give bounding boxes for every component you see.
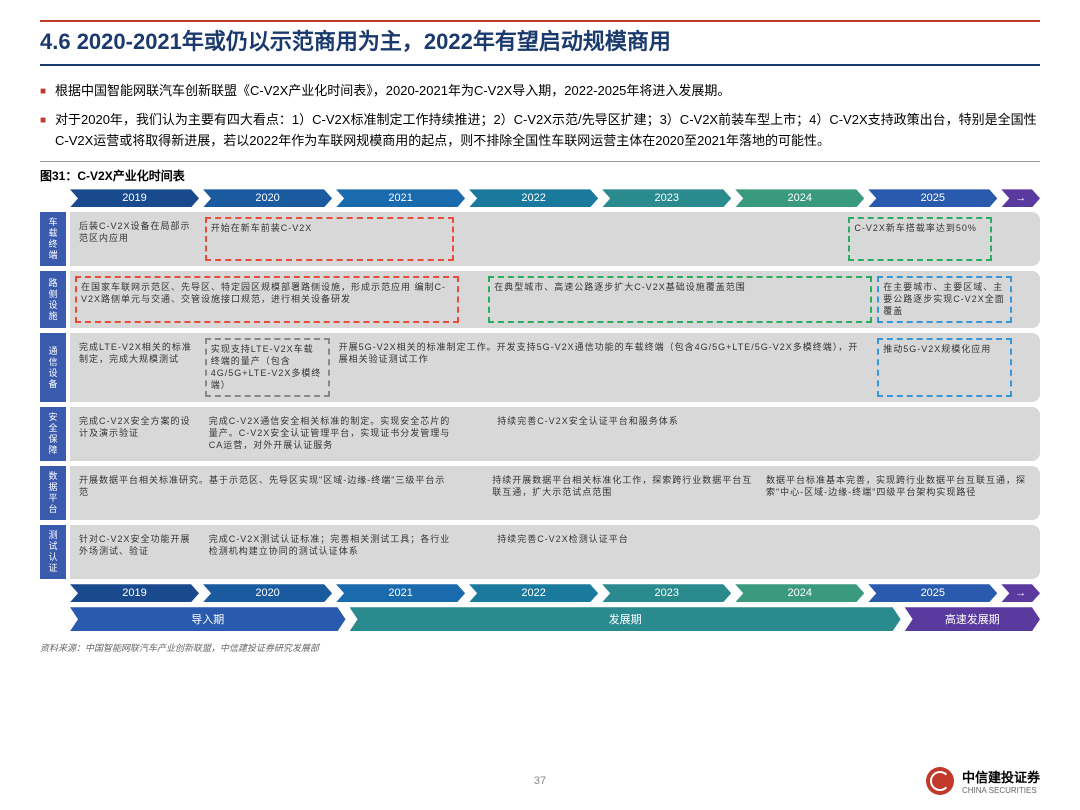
year-header: 2021 [336,584,465,602]
timeline-cell: 数据平台标准基本完善，实现跨行业数据平台互联互通，探索"中心-区域-边缘-终端"… [762,471,1031,515]
timeline-cell: 实现支持LTE-V2X车载终端的量产（包含4G/5G+LTE-V2X多模终端） [205,338,330,397]
year-header: 2022 [469,189,598,207]
timeline-cell: 完成C-V2X通信安全相关标准的制定。实现安全芯片的量产。C-V2X安全认证管理… [205,412,455,456]
timeline-cell [464,276,483,323]
track-row: 通信设备完成LTE-V2X相关的标准制定，完成大规模测试实现支持LTE-V2X车… [40,333,1040,402]
timeline-cell [464,471,483,515]
track-label: 数据平台 [40,466,66,520]
track-label: 通信设备 [40,333,66,402]
year-header: 2019 [70,189,199,207]
phase-label: 导入期 [70,607,346,631]
track-label: 车载终端 [40,212,66,266]
timeline-cell: 完成C-V2X安全方案的设计及演示验证 [75,412,200,456]
year-header: → [1001,584,1040,602]
timeline-cell: 针对C-V2X安全功能开展外场测试、验证 [75,530,200,574]
timeline-chart: 2019202020212022202320242025→ 车载终端后装C-V2… [40,189,1040,631]
year-header: 2025 [868,584,997,602]
timeline-cell: 完成C-V2X测试认证标准；完善相关测试工具；各行业检测机构建立协同的测试认证体… [205,530,455,574]
footer: 37 中信建投证券 CHINA SECURITIES [0,767,1080,795]
track-label: 路侧设施 [40,271,66,328]
year-header: 2020 [203,584,332,602]
timeline-cell: 持续完善C-V2X检测认证平台 [493,530,1011,574]
logo: 中信建投证券 CHINA SECURITIES [926,767,1040,795]
chart-title: 图31：C-V2X产业化时间表 [40,161,1040,184]
timeline-cell: 持续完善C-V2X安全认证平台和服务体系 [493,412,1011,456]
timeline-cell [459,412,488,456]
year-header: 2023 [602,584,731,602]
year-header: 2019 [70,584,199,602]
timeline-cell: 后装C-V2X设备在局部示范区内应用 [75,217,200,261]
timeline-cell [459,530,488,574]
year-header: 2024 [735,189,864,207]
phase-label: 高速发展期 [905,607,1040,631]
track-row: 安全保障完成C-V2X安全方案的设计及演示验证完成C-V2X通信安全相关标准的制… [40,407,1040,461]
track-row: 路侧设施在国家车联网示范区、先导区、特定园区规模部署路侧设施，形成示范应用 编制… [40,271,1040,328]
track-row: 车载终端后装C-V2X设备在局部示范区内应用开始在新车前装C-V2X C-V2X新… [40,212,1040,266]
timeline-cell: 开展数据平台相关标准研究。基于示范区、先导区实现"区域-边缘-终端"三级平台示范 [75,471,459,515]
timeline-cell: 在典型城市、高速公路逐步扩大C-V2X基础设施覆盖范围 [488,276,872,323]
year-header: 2023 [602,189,731,207]
phase-label: 发展期 [350,607,901,631]
year-header: 2021 [336,189,465,207]
timeline-cell: C-V2X新车搭载率达到50% [848,217,992,261]
year-header: 2020 [203,189,332,207]
timeline-cell: 开展5G-V2X相关的标准制定工作。开发支持5G-V2X通信功能的车载终端（包含… [335,338,873,397]
timeline-cell: 开始在新车前装C-V2X [205,217,455,261]
timeline-cell: 在国家车联网示范区、先导区、特定园区规模部署路侧设施，形成示范应用 编制C-V2… [75,276,459,323]
track-row: 测试认证针对C-V2X安全功能开展外场测试、验证完成C-V2X测试认证标准；完善… [40,525,1040,579]
bullet-text: 对于2020年，我们认为主要有四大看点：1）C-V2X标准制定工作持续推进；2）… [40,110,1040,152]
timeline-cell: 推动5G-V2X规模化应用 [877,338,1011,397]
track-row: 数据平台开展数据平台相关标准研究。基于示范区、先导区实现"区域-边缘-终端"三级… [40,466,1040,520]
track-label: 安全保障 [40,407,66,461]
track-label: 测试认证 [40,525,66,579]
timeline-cell [459,217,843,261]
timeline-cell: 在主要城市、主要区域、主要公路逐步实现C-V2X全面覆盖 [877,276,1011,323]
slide-title: 4.6 2020-2021年或仍以示范商用为主，2022年有望启动规模商用 [40,24,1040,56]
source-text: 资料来源：中国智能网联汽车产业创新联盟，中信建投证券研究发展部 [40,641,1040,654]
timeline-cell: 持续开展数据平台相关标准化工作，探索跨行业数据平台互联互通，扩大示范试点范围 [488,471,757,515]
bullet-text: 根据中国智能网联汽车创新联盟《C-V2X产业化时间表》，2020-2021年为C… [40,81,1040,102]
year-header: 2024 [735,584,864,602]
year-header: 2022 [469,584,598,602]
year-header: → [1001,189,1040,207]
timeline-cell: 完成LTE-V2X相关的标准制定，完成大规模测试 [75,338,200,397]
year-header: 2025 [868,189,997,207]
page-number: 37 [534,775,546,787]
